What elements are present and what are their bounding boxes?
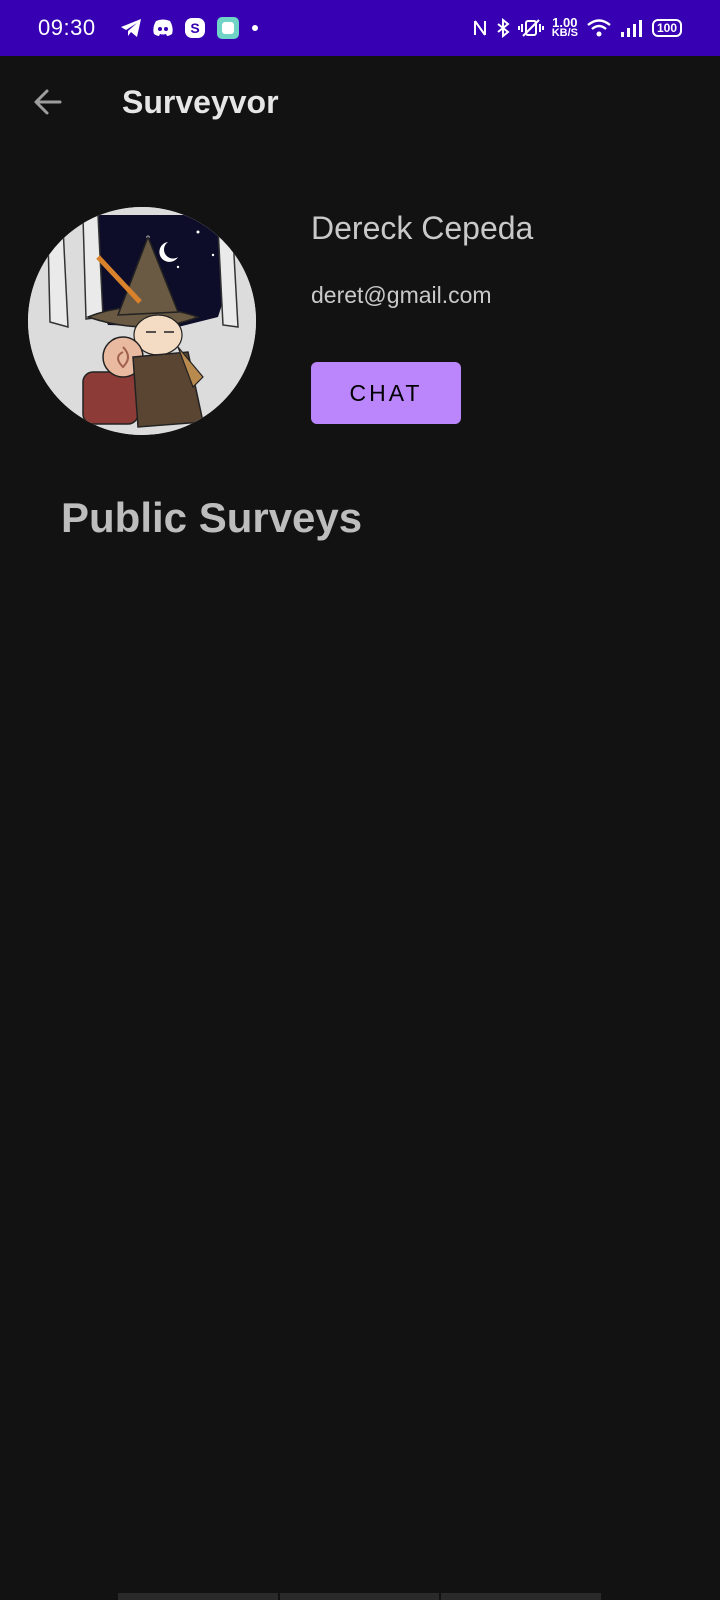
profile-email: deret@gmail.com bbox=[311, 282, 492, 308]
skype-icon: S bbox=[184, 17, 206, 39]
net-speed: 1.00 KB/S bbox=[551, 15, 578, 39]
telegram-icon bbox=[120, 18, 142, 38]
net-speed-value: 1.00 bbox=[552, 15, 578, 30]
public-surveys-heading: Public Surveys bbox=[61, 494, 363, 541]
nfc-icon bbox=[472, 18, 488, 38]
status-bar: 09:30 S 1.00 KB/S bbox=[0, 0, 720, 56]
wifi-icon bbox=[586, 18, 612, 38]
status-time: 09:30 bbox=[38, 15, 96, 40]
app-bar: Surveyvor bbox=[0, 56, 720, 152]
chat-button[interactable]: CHAT bbox=[311, 362, 461, 424]
discord-icon bbox=[152, 19, 174, 37]
back-button[interactable] bbox=[30, 84, 66, 120]
nav-hint-segment bbox=[118, 1593, 278, 1600]
page-title: Surveyvor bbox=[122, 84, 279, 120]
dot-icon bbox=[250, 23, 260, 33]
profile-name: Dereck Cepeda bbox=[311, 210, 534, 246]
battery-indicator: 100 bbox=[651, 19, 682, 37]
svg-text:S: S bbox=[190, 20, 199, 36]
app-icon bbox=[216, 16, 240, 40]
avatar bbox=[28, 207, 256, 435]
status-right: 1.00 KB/S 100 bbox=[472, 15, 682, 39]
signal-icon bbox=[620, 18, 644, 38]
status-left: 09:30 S bbox=[38, 15, 260, 41]
nav-hint-segment bbox=[441, 1593, 602, 1600]
net-speed-unit: KB/S bbox=[551, 27, 578, 39]
vibrate-mute-icon bbox=[517, 18, 544, 38]
arrow-left-icon bbox=[34, 89, 62, 115]
bluetooth-icon bbox=[496, 18, 510, 38]
navigation-hint bbox=[118, 1593, 602, 1600]
nav-hint-segment bbox=[279, 1593, 440, 1600]
